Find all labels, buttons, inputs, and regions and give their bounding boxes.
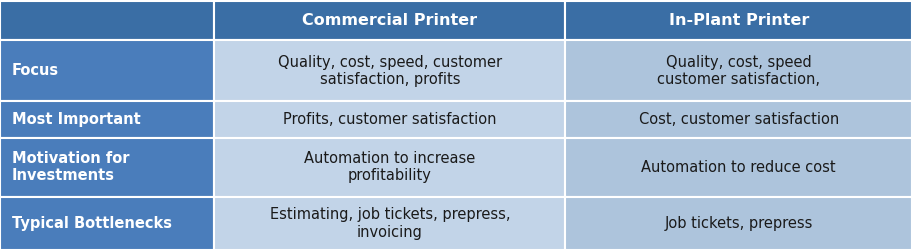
Text: Quality, cost, speed
customer satisfaction,: Quality, cost, speed customer satisfacti…	[657, 55, 819, 87]
Text: Typical Bottlenecks: Typical Bottlenecks	[12, 216, 171, 231]
Bar	[565, 101, 911, 137]
Bar	[214, 197, 565, 249]
Bar	[0, 1, 214, 40]
Text: Automation to increase
profitability: Automation to increase profitability	[304, 151, 475, 184]
Text: Job tickets, prepress: Job tickets, prepress	[664, 216, 812, 231]
Bar	[565, 40, 911, 101]
Text: Estimating, job tickets, prepress,
invoicing: Estimating, job tickets, prepress, invoi…	[270, 207, 509, 240]
Bar	[0, 197, 214, 249]
Bar	[565, 137, 911, 197]
Text: Automation to reduce cost: Automation to reduce cost	[640, 160, 835, 175]
Text: Commercial Printer: Commercial Printer	[302, 13, 477, 28]
Text: Focus: Focus	[12, 63, 59, 78]
Text: Quality, cost, speed, customer
satisfaction, profits: Quality, cost, speed, customer satisfact…	[278, 55, 501, 87]
Text: Most Important: Most Important	[12, 112, 140, 127]
Text: Motivation for
Investments: Motivation for Investments	[12, 151, 129, 184]
Bar	[214, 1, 565, 40]
Text: Cost, customer satisfaction: Cost, customer satisfaction	[638, 112, 838, 127]
Bar	[214, 137, 565, 197]
Bar	[214, 101, 565, 137]
Bar	[565, 1, 911, 40]
Text: Profits, customer satisfaction: Profits, customer satisfaction	[282, 112, 496, 127]
Bar	[0, 40, 214, 101]
Bar	[214, 40, 565, 101]
Text: In-Plant Printer: In-Plant Printer	[668, 13, 808, 28]
Bar	[0, 101, 214, 137]
Bar	[0, 137, 214, 197]
Bar	[565, 197, 911, 249]
